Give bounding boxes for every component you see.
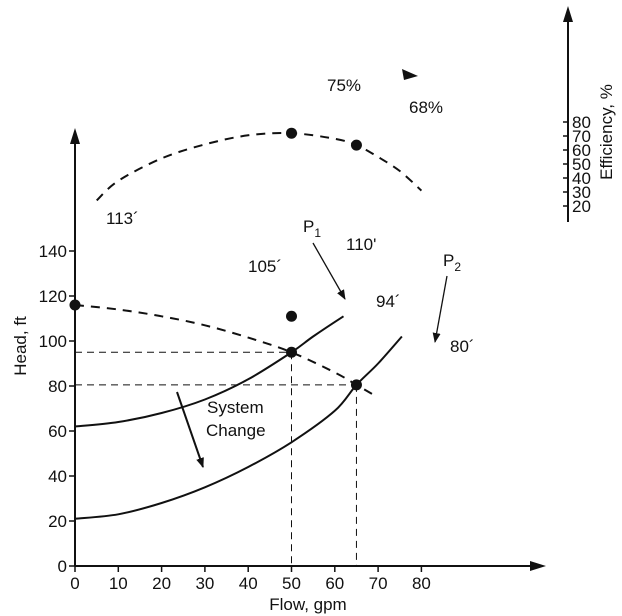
x-tick-label: 0 — [70, 574, 79, 593]
x-tick-label: 60 — [325, 574, 344, 593]
efficiency-68-point — [350, 139, 362, 151]
p1-operating-point — [286, 346, 297, 358]
x-tick-label: 30 — [195, 574, 214, 593]
system-change-label-line1: System — [207, 398, 264, 417]
efficiency-75-point — [286, 127, 297, 139]
curves — [74, 132, 423, 520]
efficiency-tick-label: 40 — [572, 169, 591, 188]
annotation-94: 94´ — [376, 292, 401, 311]
x-tick-label: 20 — [152, 574, 171, 593]
y-tick-label: 20 — [48, 512, 67, 531]
y-tick-label: 100 — [39, 332, 67, 351]
efficiency-tick-label: 20 — [572, 197, 591, 216]
y-axis-arrowhead — [70, 128, 80, 144]
efficiency-direction-arrowhead — [402, 69, 418, 80]
annotation-110: 110' — [346, 235, 376, 254]
p2-operating-point — [350, 379, 362, 391]
x-axis-label: Flow, gpm — [269, 595, 346, 614]
shutoff-head-point — [69, 299, 81, 311]
efficiency-tick-label: 80 — [572, 113, 591, 132]
system-curve-upper — [74, 315, 345, 428]
y-tick-label: 40 — [48, 467, 67, 486]
x-tick-label: 50 — [282, 574, 301, 593]
efficiency-tick-label: 50 — [572, 155, 591, 174]
data-points — [69, 127, 362, 391]
y-tick-label: 0 — [58, 557, 67, 576]
x-ticks: 0 10 20 30 40 50 60 70 80 — [70, 566, 431, 593]
head-110-point — [286, 310, 297, 322]
p2-label: P2 — [443, 251, 461, 274]
annotation-80: 80´ — [450, 337, 475, 356]
annotation-68-percent: 68% — [409, 98, 443, 117]
efficiency-tick-label: 30 — [572, 183, 591, 202]
p1-label: P1 — [303, 217, 321, 240]
annotation-105: 105´ — [248, 257, 282, 276]
y-axis-label: Head, ft — [11, 316, 30, 376]
x-tick-label: 40 — [239, 574, 258, 593]
system-change-label-line2: Change — [206, 421, 266, 440]
x-axis-arrowhead — [530, 561, 546, 571]
x-tick-label: 70 — [369, 574, 388, 593]
efficiency-axis-label: Efficiency, % — [597, 84, 616, 180]
efficiency-tick-label: 70 — [572, 127, 591, 146]
annotation-75-percent: 75% — [327, 76, 361, 95]
p2-arrow — [432, 275, 448, 343]
x-tick-label: 80 — [412, 574, 431, 593]
efficiency-axis-arrowhead — [563, 6, 573, 22]
annotation-113: 113´ — [106, 209, 139, 228]
reference-lines — [75, 351, 357, 566]
x-tick-label: 10 — [109, 574, 128, 593]
pump-head-curve — [74, 304, 375, 396]
efficiency-tick-label: 60 — [572, 141, 591, 160]
y-tick-label: 80 — [48, 377, 67, 396]
y-tick-label: 140 — [39, 242, 67, 261]
y-tick-label: 120 — [39, 287, 67, 306]
y-ticks: 0 20 40 60 80 100 120 140 — [39, 242, 75, 576]
system-change-arrow — [176, 391, 204, 468]
system-curve-lower — [74, 335, 403, 520]
efficiency-curve — [96, 132, 423, 202]
y-tick-label: 60 — [48, 422, 67, 441]
p1-arrow — [312, 242, 346, 300]
